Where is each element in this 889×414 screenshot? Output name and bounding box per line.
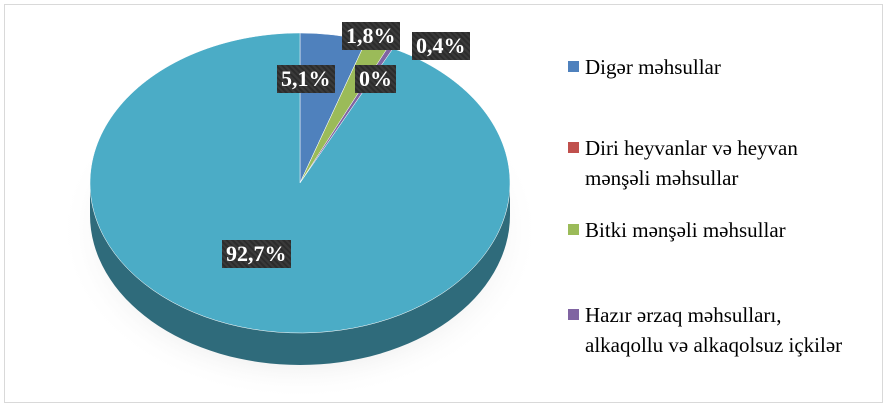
data-label: 92,7% [222, 240, 291, 268]
legend-label: Hazır ərzaq məhsulları, alkaqollu və alk… [585, 303, 843, 357]
data-label: 0,4% [412, 32, 470, 60]
data-label: 1,8% [342, 22, 400, 50]
legend-swatch [568, 142, 579, 153]
legend-swatch [568, 224, 579, 235]
data-label: 0% [355, 65, 396, 93]
legend-label: Bitki mənşəli məhsullar [585, 218, 786, 242]
pie-slice [89, 32, 511, 334]
legend-label: Diri heyvanlar və heyvan mənşəli məhsull… [585, 136, 798, 190]
data-label: 5,1% [277, 65, 335, 93]
legend-swatch [568, 309, 579, 320]
chart [60, 32, 540, 400]
pie-side [90, 183, 510, 365]
legend-label: Digər məhsullar [585, 55, 721, 79]
legend-swatch [568, 61, 579, 72]
chart-frame [4, 4, 883, 403]
